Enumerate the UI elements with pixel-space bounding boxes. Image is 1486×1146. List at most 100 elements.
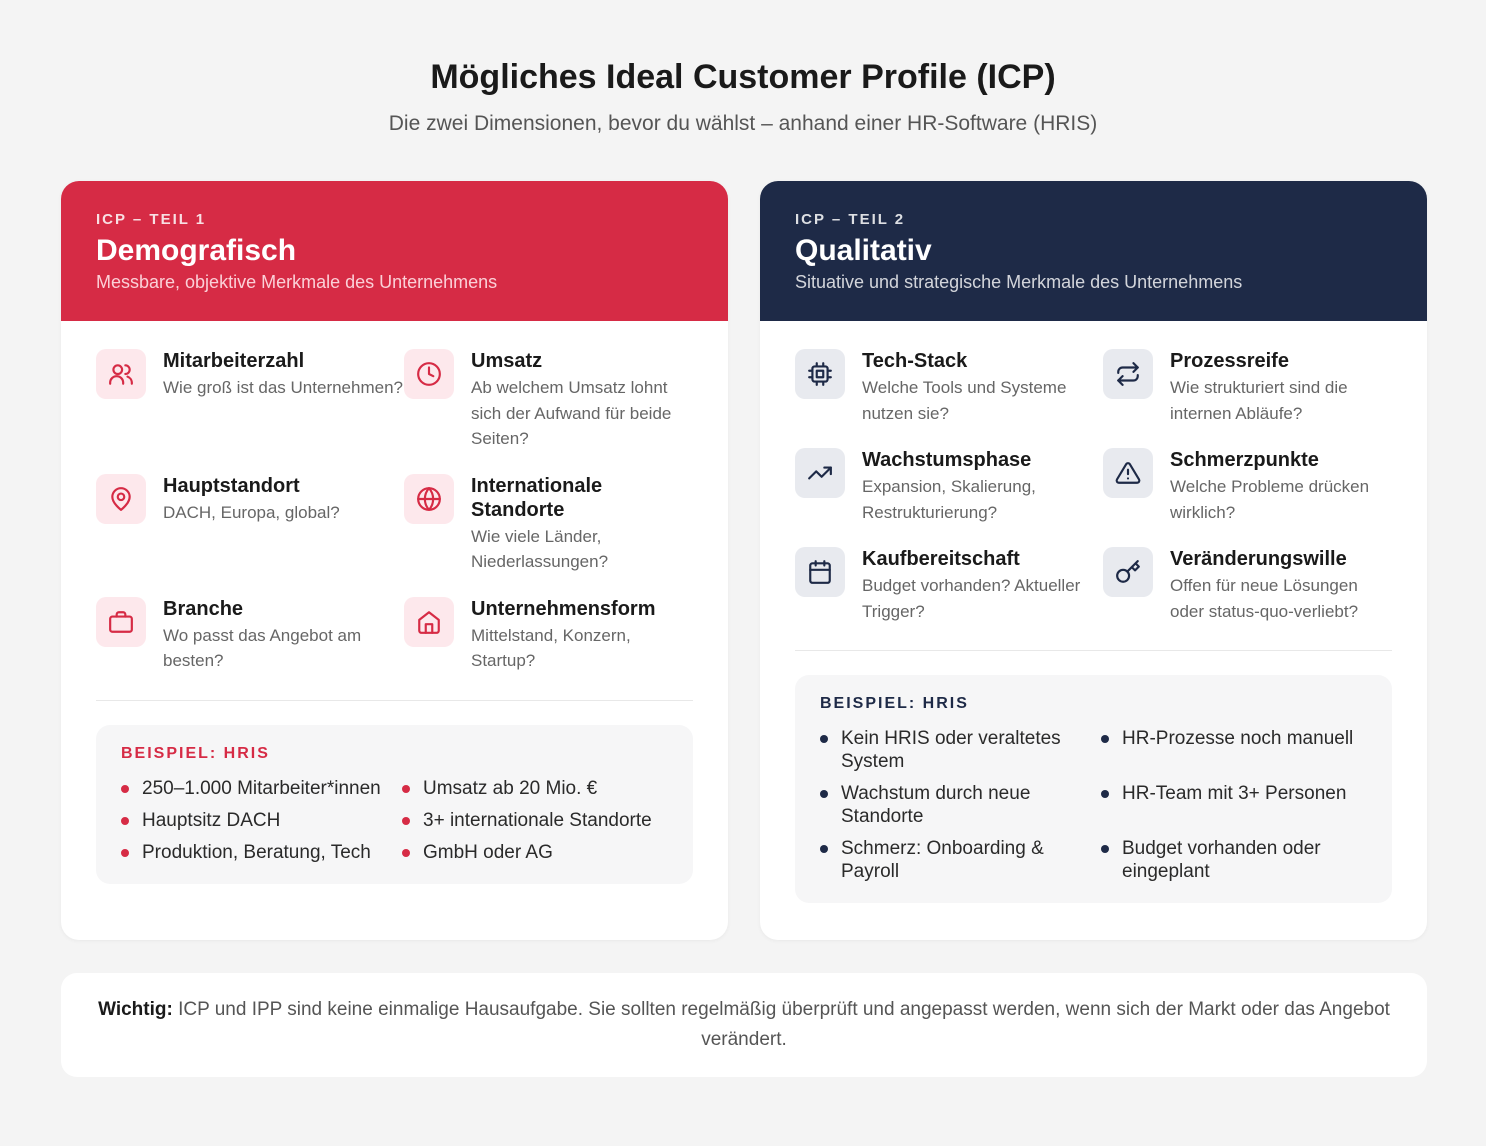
item-icon: [1103, 349, 1153, 399]
example-list: Kein HRIS oder veraltetes System HR-Proze…: [820, 727, 1367, 883]
example-item: Budget vorhanden oder eingeplant: [1101, 837, 1361, 883]
card-body: Mitarbeiterzahl Wie groß ist das Unterneh…: [61, 321, 728, 884]
item-icon: [404, 596, 454, 647]
item-icon: [96, 596, 146, 647]
icon: [1115, 462, 1141, 484]
item-title: Wachstumsphase: [862, 449, 1032, 471]
item-desc: Wo passt das Angebot am besten?: [163, 625, 362, 671]
item: Tech-Stack Welche Tools und Systeme nutze…: [795, 349, 1103, 426]
card-subtitle: Messbare, objektive Merkmale des Unterne…: [96, 272, 498, 292]
example-item: Kein HRIS oder veraltetes System: [820, 727, 1101, 773]
item-text: Wachstumsphase Expansion, Skalierung, Res…: [862, 448, 1103, 525]
icon: [418, 610, 440, 634]
note-text: ICP und IPP sind keine einmalige Hausauf…: [178, 999, 1390, 1050]
example-item: Wachstum durch neue Standorte: [820, 782, 1101, 828]
item-text: Kaufbereitschaft Budget vorhanden? Aktuel…: [862, 547, 1103, 624]
item-text: Prozessreife Wie strukturiert sind die in…: [1170, 349, 1392, 426]
item-text: Schmerzpunkte Welche Probleme drücken wir…: [1170, 448, 1392, 525]
example-box: BEISPIEL: HRIS Kein HRIS oder veraltetes …: [795, 675, 1392, 903]
item-desc: Wie groß ist das Unternehmen?: [163, 378, 403, 397]
note-strong: Wichtig:: [98, 999, 173, 1020]
example-item: GmbH oder AG: [402, 841, 662, 864]
item-desc: Budget vorhanden? Aktueller Trigger?: [862, 576, 1081, 621]
item: Branche Wo passt das Angebot am besten?: [96, 596, 404, 674]
item-icon: [96, 349, 146, 399]
icon: [417, 362, 441, 386]
icon: [808, 466, 832, 480]
item: Hauptstandort DACH, Europa, global?: [96, 473, 404, 575]
item: Umsatz Ab welchem Umsatz lohnt sich der A…: [404, 349, 693, 452]
icon: [109, 364, 133, 385]
example-item: Schmerz: Onboarding & Payroll: [820, 837, 1101, 883]
item-title: Unternehmensform: [471, 597, 656, 620]
page-subtitle: Die zwei Dimensionen, bevor du wählst – …: [388, 112, 1098, 135]
item-icon: [795, 547, 845, 597]
page-title: Mögliches Ideal Customer Profile (ICP): [430, 58, 1056, 96]
item: Mitarbeiterzahl Wie groß ist das Unterneh…: [96, 349, 404, 452]
item: Unternehmensform Mittelstand, Konzern, St…: [404, 596, 693, 674]
item-text: Umsatz Ab welchem Umsatz lohnt sich der A…: [471, 349, 693, 452]
item-icon: [795, 448, 845, 498]
item-desc: Wie strukturiert sind die internen Abläu…: [1170, 378, 1348, 423]
item-title: Tech-Stack: [862, 350, 968, 372]
item-icon: [1103, 448, 1153, 498]
item-text: Internationale Standorte Wie viele Länder…: [471, 474, 693, 575]
header: Mögliches Ideal Customer Profile (ICP) D…: [0, 0, 1486, 136]
example-item: HR-Team mit 3+ Personen: [1101, 782, 1361, 828]
example-label: BEISPIEL: HRIS: [121, 744, 270, 762]
icon: [1117, 362, 1139, 386]
item: Veränderungswille Offen für neue Lösungen…: [1103, 547, 1392, 624]
item-title: Prozessreife: [1170, 350, 1289, 372]
item-grid: Mitarbeiterzahl Wie groß ist das Unterneh…: [96, 349, 693, 701]
card-body: Tech-Stack Welche Tools und Systeme nutze…: [760, 321, 1427, 903]
item-text: Hauptstandort DACH, Europa, global?: [163, 474, 340, 575]
item: Schmerzpunkte Welche Probleme drücken wir…: [1103, 448, 1392, 525]
item-icon: [96, 473, 146, 524]
card-title: Qualitativ: [795, 234, 932, 267]
card-subtitle: Situative und strategische Merkmale des …: [795, 272, 1243, 292]
card-header: ICP – TEIL 2 Qualitativ Situative und stra…: [760, 181, 1427, 321]
card-title: Demografisch: [96, 234, 297, 267]
item-text: Unternehmensform Mittelstand, Konzern, St…: [471, 597, 693, 674]
item-icon: [404, 349, 454, 399]
item-title: Schmerzpunkte: [1170, 449, 1319, 471]
item-icon: [404, 473, 454, 524]
item-desc: Welche Probleme drücken wirklich?: [1170, 477, 1370, 522]
card-label: ICP – TEIL 1: [96, 211, 207, 228]
item-desc: Welche Tools und Systeme nutzen sie?: [862, 378, 1067, 423]
item: Wachstumsphase Expansion, Skalierung, Res…: [795, 448, 1103, 525]
icon: [808, 362, 832, 386]
example-label: BEISPIEL: HRIS: [820, 695, 969, 712]
item: Internationale Standorte Wie viele Länder…: [404, 473, 693, 575]
item-desc: Mittelstand, Konzern, Startup?: [471, 625, 631, 671]
item: Prozessreife Wie strukturiert sind die in…: [1103, 349, 1392, 426]
item-text: Mitarbeiterzahl Wie groß ist das Unterneh…: [163, 349, 403, 452]
item-title: Veränderungswille: [1170, 548, 1347, 570]
item-desc: DACH, Europa, global?: [163, 502, 340, 522]
item-title: Branche: [163, 597, 244, 620]
item-text: Tech-Stack Welche Tools und Systeme nutze…: [862, 349, 1103, 426]
item-desc: Ab welchem Umsatz lohnt sich der Aufwand…: [471, 378, 672, 448]
item-desc: Expansion, Skalierung, Restrukturierung?: [862, 477, 1036, 522]
icon: [109, 610, 133, 633]
card: ICP – TEIL 2 Qualitativ Situative und stra…: [760, 181, 1427, 940]
example-item: Umsatz ab 20 Mio. €: [402, 777, 662, 800]
card-header: ICP – TEIL 1 Demografisch Messbare, objekt…: [61, 181, 728, 321]
example-item: HR-Prozesse noch manuell: [1101, 727, 1361, 773]
item-title: Umsatz: [471, 350, 543, 372]
item-icon: [795, 349, 845, 399]
item-text: Veränderungswille Offen für neue Lösungen…: [1170, 547, 1392, 624]
item-icon: [1103, 547, 1153, 597]
icon: [1116, 560, 1140, 583]
item-desc: Wie viele Länder, Niederlassungen?: [471, 526, 609, 572]
item-title: Internationale Standorte: [471, 474, 603, 521]
example-box: BEISPIEL: HRIS 250–1.000 Mitarbeiter*inne…: [96, 724, 693, 884]
example-item: 3+ internationale Standorte: [402, 809, 662, 832]
icon: [417, 486, 441, 511]
item-title: Hauptstandort: [163, 474, 300, 497]
item: Kaufbereitschaft Budget vorhanden? Aktuel…: [795, 547, 1103, 624]
item-desc: Offen für neue Lösungen oder status-quo-…: [1170, 576, 1359, 621]
icon: [111, 486, 131, 511]
item-title: Mitarbeiterzahl: [163, 350, 305, 372]
